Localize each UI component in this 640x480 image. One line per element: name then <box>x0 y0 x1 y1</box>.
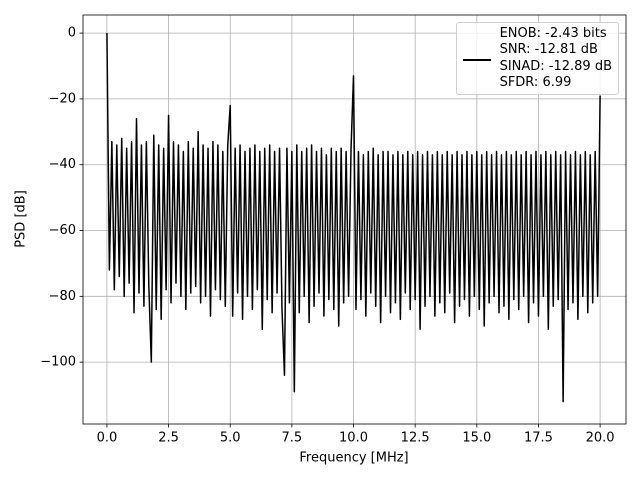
x-axis-label: Frequency [MHz] <box>299 451 408 466</box>
y-tick-label: −60 <box>49 223 76 238</box>
ticks: 0.0 2.5 5.0 7.5 10.0 12.5 15.0 17.5 20.0 0 −20 −40 −… <box>40 26 614 446</box>
legend-label: ENOB: -2.43 bits SNR: -12.81 dB SINAD: -… <box>499 26 612 90</box>
x-tick-label: 5.0 <box>220 431 241 446</box>
y-axis-label: PSD [dB] <box>14 190 29 248</box>
legend: ENOB: -2.43 bits SNR: -12.81 dB SINAD: -… <box>455 22 619 96</box>
y-tick-label: −80 <box>49 289 76 304</box>
y-tick-label: −100 <box>40 355 76 370</box>
y-tick-label: −40 <box>49 157 76 172</box>
x-tick-label: 20.0 <box>586 431 615 446</box>
psd-line <box>106 33 601 403</box>
y-tick-label: −20 <box>49 91 76 106</box>
axes-frame <box>82 14 627 425</box>
x-tick-label: 15.0 <box>462 431 491 446</box>
plot-area <box>106 33 601 403</box>
y-tick-label: 0 <box>68 26 76 41</box>
x-tick-label: 10.0 <box>339 431 368 446</box>
x-tick-label: 17.5 <box>524 431 553 446</box>
x-tick-label: 2.5 <box>158 431 179 446</box>
x-tick-label: 12.5 <box>401 431 430 446</box>
x-tick-label: 0.0 <box>97 431 118 446</box>
legend-swatch <box>462 58 491 61</box>
x-tick-label: 7.5 <box>282 431 303 446</box>
